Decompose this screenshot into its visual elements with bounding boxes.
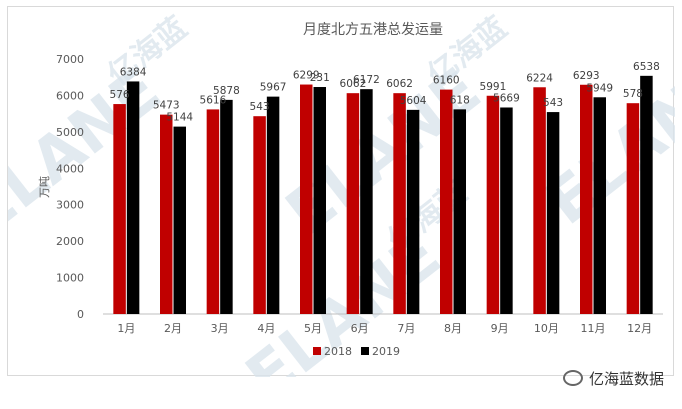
bar-2019 xyxy=(266,96,280,315)
x-tick-label: 11月 xyxy=(581,322,606,335)
data-label: 543 xyxy=(250,101,270,113)
x-tick-label: 2月 xyxy=(164,322,182,335)
data-label: 6538 xyxy=(633,61,660,73)
chart-title: 月度北方五港总发运量 xyxy=(303,22,443,38)
data-label: 6062 xyxy=(386,78,413,90)
data-label: 6224 xyxy=(526,72,553,84)
data-label: 5669 xyxy=(493,92,520,104)
bar-2018 xyxy=(393,93,406,314)
bar-2018 xyxy=(580,84,593,314)
bar-2018 xyxy=(626,103,640,314)
watermark-logo: ELANE xyxy=(8,53,174,248)
bar-2019 xyxy=(500,107,513,315)
data-label: 5604 xyxy=(400,95,427,107)
data-label: 231 xyxy=(310,72,330,84)
chart-frame: ELANE亿海蓝ELANE亿海蓝ELANE亿海蓝ELANE亿海蓝月度北方五港总发… xyxy=(7,6,675,377)
data-label: 578 xyxy=(623,88,643,100)
bar-2019 xyxy=(313,87,326,314)
x-tick-label: 7月 xyxy=(397,322,415,335)
bar-2019 xyxy=(593,97,606,314)
data-label: 6172 xyxy=(353,74,380,86)
bar-chart: ELANE亿海蓝ELANE亿海蓝ELANE亿海蓝ELANE亿海蓝月度北方五港总发… xyxy=(8,10,675,377)
x-tick-label: 3月 xyxy=(211,322,229,335)
bar-2018 xyxy=(253,116,266,314)
legend-swatch-2018 xyxy=(313,347,321,355)
bar-2018 xyxy=(486,95,500,314)
wechat-icon xyxy=(562,370,583,386)
y-tick-label: 5000 xyxy=(56,126,84,139)
legend-label-2019: 2019 xyxy=(372,345,400,358)
data-label: 543 xyxy=(543,97,563,109)
data-label: 5473 xyxy=(153,100,180,112)
x-tick-label: 4月 xyxy=(257,322,275,335)
y-tick-label: 2000 xyxy=(56,235,84,248)
bar-2019 xyxy=(360,89,373,314)
x-tick-label: 5月 xyxy=(304,322,322,335)
bar-2018 xyxy=(113,104,126,315)
y-axis-label: 万吨 xyxy=(38,176,51,198)
bar-2019 xyxy=(220,99,233,314)
data-label: 5878 xyxy=(213,85,240,97)
x-tick-label: 1月 xyxy=(117,322,135,335)
data-label: 5949 xyxy=(586,82,613,94)
data-label: 576 xyxy=(110,89,130,101)
data-label: 6293 xyxy=(573,70,600,82)
data-label: 6062 xyxy=(340,78,367,90)
bar-2019 xyxy=(546,112,560,314)
footer-brand: 亿海蓝数据 xyxy=(562,366,664,390)
data-label: 5144 xyxy=(166,112,193,124)
bar-2019 xyxy=(453,109,466,314)
y-tick-label: 4000 xyxy=(56,162,84,175)
x-tick-label: 9月 xyxy=(491,322,509,335)
bar-2018 xyxy=(346,93,360,314)
legend-swatch-2019 xyxy=(361,347,369,355)
bar-2018 xyxy=(533,87,546,314)
bar-2018 xyxy=(300,84,313,314)
x-tick-label: 10月 xyxy=(534,322,559,335)
footer-brand-text: 亿海蓝数据 xyxy=(588,369,664,388)
x-tick-label: 8月 xyxy=(444,322,462,335)
y-tick-label: 1000 xyxy=(56,272,84,285)
bar-2018 xyxy=(206,109,220,314)
bar-2019 xyxy=(406,109,420,315)
data-label: 5616 xyxy=(200,94,227,106)
bar-2019 xyxy=(173,126,186,315)
data-label: 6160 xyxy=(433,75,460,87)
y-tick-label: 6000 xyxy=(56,89,84,102)
data-label: 6299 xyxy=(293,70,320,82)
x-tick-label: 6月 xyxy=(351,322,369,335)
bar-2019 xyxy=(640,75,653,314)
x-tick-label: 12月 xyxy=(627,322,652,335)
data-label: 618 xyxy=(450,94,470,106)
data-label: 5967 xyxy=(260,82,287,94)
bar-2018 xyxy=(440,89,453,314)
data-label: 6384 xyxy=(120,66,147,78)
y-tick-label: 0 xyxy=(77,308,84,321)
y-tick-label: 7000 xyxy=(56,53,84,66)
bar-2018 xyxy=(160,114,173,314)
legend-label-2018: 2018 xyxy=(324,345,352,358)
y-tick-label: 3000 xyxy=(56,199,84,212)
bar-2019 xyxy=(126,81,140,314)
data-label: 5991 xyxy=(480,81,507,93)
